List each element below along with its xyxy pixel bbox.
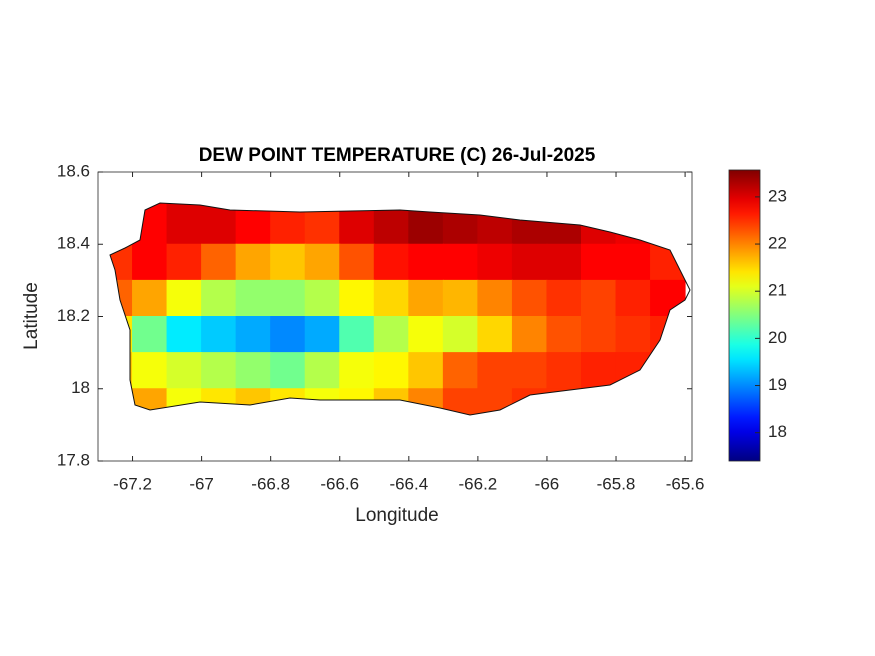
heat-cell [615, 243, 652, 281]
heat-cell [546, 316, 582, 354]
heat-cell [580, 352, 617, 390]
colorbar-tick-label: 21 [768, 281, 787, 300]
x-tick-label: -66.2 [459, 474, 498, 493]
heat-cell [304, 279, 341, 317]
heat-cell [339, 316, 375, 354]
heat-cell [511, 279, 548, 317]
heat-cell [442, 279, 479, 317]
y-tick-label: 18 [71, 378, 90, 397]
heat-cell [442, 316, 479, 354]
heat-cell [166, 243, 203, 281]
heat-cell [373, 316, 410, 354]
heat-cell [373, 279, 410, 317]
heat-cell [408, 352, 444, 390]
x-tick-label: -67.2 [113, 474, 152, 493]
heat-cell [235, 243, 272, 281]
heat-cell [477, 316, 513, 354]
heat-cell [339, 279, 375, 317]
heat-cell [511, 243, 548, 281]
heat-cell [166, 279, 203, 317]
heat-cell [511, 352, 548, 390]
heat-cell [270, 279, 306, 317]
heat-cell [235, 316, 272, 354]
x-tick-label: -66 [535, 474, 560, 493]
heat-cell [132, 279, 168, 317]
x-tick-label: -66.6 [320, 474, 359, 493]
heat-cell [580, 279, 617, 317]
heat-cell [304, 316, 341, 354]
heat-cell [339, 243, 375, 281]
heat-cell [201, 279, 237, 317]
heat-cell [615, 316, 652, 354]
y-tick-label: 17.8 [57, 450, 90, 469]
x-tick-label: -66.4 [389, 474, 428, 493]
x-tick-label: -66.8 [251, 474, 290, 493]
heat-cell [235, 279, 272, 317]
y-axis-label: Latitude [21, 282, 42, 350]
heat-cell [408, 316, 444, 354]
y-tick-label: 18.6 [57, 161, 90, 180]
heat-cell [580, 243, 617, 281]
colorbar-tick-label: 19 [768, 375, 787, 394]
heat-cell [477, 352, 513, 390]
heat-cell [546, 279, 582, 317]
x-axis-label: Longitude [355, 505, 438, 526]
heat-cell [201, 243, 237, 281]
heat-cell [408, 243, 444, 281]
colorbar-tick-label: 18 [768, 422, 787, 441]
heat-cell [304, 352, 341, 390]
x-tick-label: -65.6 [666, 474, 705, 493]
heat-cell [132, 316, 168, 354]
heat-cell [166, 316, 203, 354]
heat-cell [304, 243, 341, 281]
heat-cell [546, 352, 582, 390]
heat-cell [201, 352, 237, 390]
x-tick-label: -65.8 [597, 474, 636, 493]
heat-cell [270, 243, 306, 281]
heat-cell [408, 279, 444, 317]
heat-cell [442, 352, 479, 390]
heat-cell [235, 352, 272, 390]
heat-cell [166, 203, 203, 245]
y-tick-label: 18.4 [57, 234, 90, 253]
heat-cell [132, 352, 168, 390]
heat-cell [546, 243, 582, 281]
heat-cell [477, 243, 513, 281]
heat-cell [580, 316, 617, 354]
heat-cell [270, 352, 306, 390]
heat-cell [511, 316, 548, 354]
heat-cell [442, 243, 479, 281]
x-tick-label: -67 [189, 474, 214, 493]
colorbar [728, 169, 761, 462]
heat-cell [132, 243, 168, 281]
heat-cell [477, 279, 513, 317]
y-tick-label: 18.2 [57, 306, 90, 325]
chart-title: DEW POINT TEMPERATURE (C) 26-Jul-2025 [199, 145, 596, 166]
coastline [109, 202, 691, 416]
colorbar-tick-label: 22 [768, 234, 787, 253]
heat-cell [615, 279, 652, 317]
heat-cell [373, 352, 410, 390]
heat-cell [270, 316, 306, 354]
heat-cell [339, 352, 375, 390]
heat-cell [166, 352, 203, 390]
heat-cell [373, 243, 410, 281]
colorbar-tick-label: 20 [768, 328, 787, 347]
colorbar-tick-label: 23 [768, 186, 787, 205]
heat-cell [201, 316, 237, 354]
